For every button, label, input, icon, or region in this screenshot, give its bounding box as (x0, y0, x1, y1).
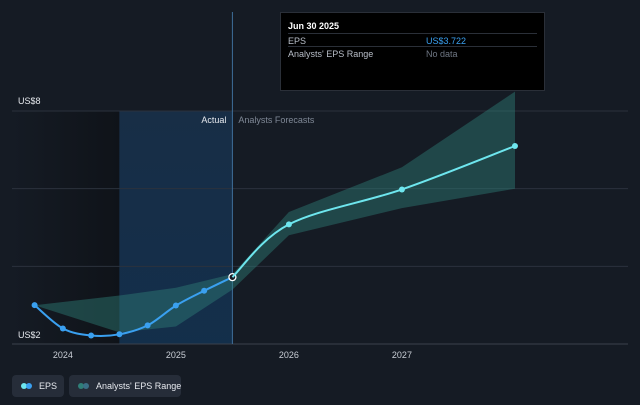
eps-data-point (31, 302, 38, 309)
past-region-shade (12, 111, 120, 344)
legend-eps-swatch-icon (21, 383, 35, 389)
eps-data-point (201, 287, 208, 294)
forecast-section-label: Analysts Forecasts (238, 115, 315, 125)
eps-data-point (144, 322, 151, 329)
legend-eps-label: EPS (39, 381, 58, 391)
legend-range-button[interactable]: Analysts' EPS Range (69, 375, 181, 397)
analysts-eps-range-band (34, 91, 515, 333)
x-tick-label: 2024 (53, 350, 73, 360)
eps-data-point (59, 325, 66, 332)
tooltip-range-value: No data (426, 49, 458, 59)
tooltip-range-label: Analysts' EPS Range (288, 49, 374, 59)
y-axis-label-top: US$8 (18, 96, 41, 106)
eps-data-point (398, 186, 405, 193)
x-tick-label: 2026 (279, 350, 299, 360)
legend-range-swatch-icon (78, 383, 92, 389)
eps-data-point (116, 331, 123, 338)
eps-data-point (172, 302, 179, 309)
eps-data-point (88, 332, 95, 339)
tooltip-eps-row: EPS US$3.722 (288, 33, 537, 47)
eps-data-point (511, 142, 518, 149)
y-axis-label-bottom: US$2 (18, 330, 41, 340)
tooltip-eps-label: EPS (288, 36, 307, 46)
x-tick-label: 2027 (392, 350, 412, 360)
actual-section-label: Actual (201, 115, 226, 125)
tooltip-eps-value: US$3.722 (426, 36, 467, 46)
tooltip-date: Jun 30 2025 (288, 21, 340, 31)
x-tick-label: 2025 (166, 350, 186, 360)
tooltip: Jun 30 2025 EPS US$3.722 Analysts' EPS R… (280, 12, 545, 91)
tooltip-range-row: Analysts' EPS Range No data (288, 46, 537, 60)
eps-forecast-line (231, 145, 516, 278)
eps-data-point (285, 221, 292, 228)
legend-eps-button[interactable]: EPS (12, 375, 64, 397)
legend-range-label: Analysts' EPS Range (96, 381, 182, 391)
